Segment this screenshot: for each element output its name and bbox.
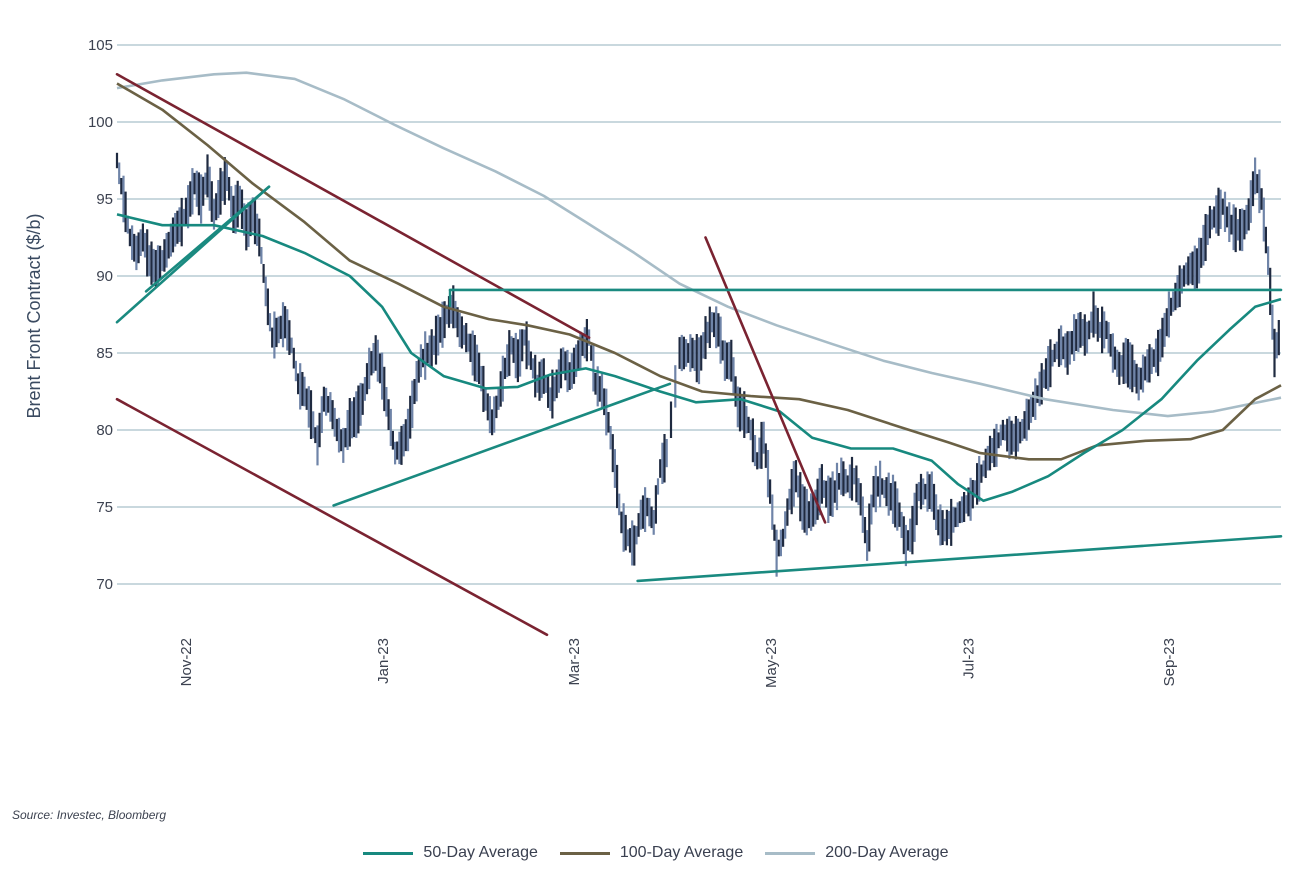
- y-tick-label: 70: [96, 576, 113, 593]
- trendline: [115, 397, 549, 637]
- y-tick-label: 75: [96, 499, 113, 516]
- legend-label-50-day: 50-Day Average: [423, 844, 538, 861]
- x-tick-label: Mar-23: [566, 638, 583, 686]
- trendlines: [115, 73, 1283, 637]
- x-tick-label: May-23: [763, 638, 780, 688]
- grid-lines: [117, 44, 1281, 585]
- x-tick-label: Jan-23: [375, 638, 392, 684]
- legend-item-200-day: 200-Day Average: [765, 844, 949, 862]
- trendline: [332, 382, 672, 507]
- x-tick-label: Nov-22: [178, 638, 195, 686]
- source-note: Source: Investec, Bloomberg: [12, 808, 167, 822]
- x-tick-label: Sep-23: [1161, 638, 1178, 686]
- y-axis-label: Brent Front Contract ($/b): [24, 213, 44, 418]
- trendline: [704, 236, 827, 524]
- y-tick-label: 100: [88, 114, 113, 131]
- legend: 50-Day Average 100-Day Average 200-Day A…: [0, 844, 1312, 862]
- x-tick-label: Jul-23: [960, 638, 977, 679]
- series-line-200-day-average: [116, 71, 1282, 418]
- legend-label-100-day: 100-Day Average: [619, 844, 744, 861]
- series-line-100-day-average: [116, 82, 1282, 461]
- legend-swatch-200-day: [765, 851, 816, 855]
- trendline: [144, 185, 271, 293]
- trendline: [115, 73, 591, 339]
- y-tick-label: 95: [96, 191, 113, 208]
- legend-item-100-day: 100-Day Average: [559, 844, 744, 862]
- legend-item-50-day: 50-Day Average: [363, 844, 538, 862]
- legend-swatch-100-day: [559, 851, 610, 855]
- trendline: [636, 534, 1283, 583]
- y-tick-label: 90: [96, 268, 113, 285]
- y-tick-label: 105: [88, 37, 113, 54]
- series-line-50-day-average: [116, 213, 1282, 503]
- legend-label-200-day: 200-Day Average: [825, 844, 949, 861]
- y-axis-ticks: 105 100 95 90 85 80 75 70: [88, 37, 113, 593]
- x-axis-ticks: Nov-22 Jan-23 Mar-23 May-23 Jul-23 Sep-23: [178, 638, 1178, 688]
- moving-averages: [116, 71, 1282, 503]
- y-tick-label: 80: [96, 422, 113, 439]
- y-tick-label: 85: [96, 345, 113, 362]
- legend-swatch-50-day: [363, 851, 414, 855]
- price-series: [115, 152, 1280, 577]
